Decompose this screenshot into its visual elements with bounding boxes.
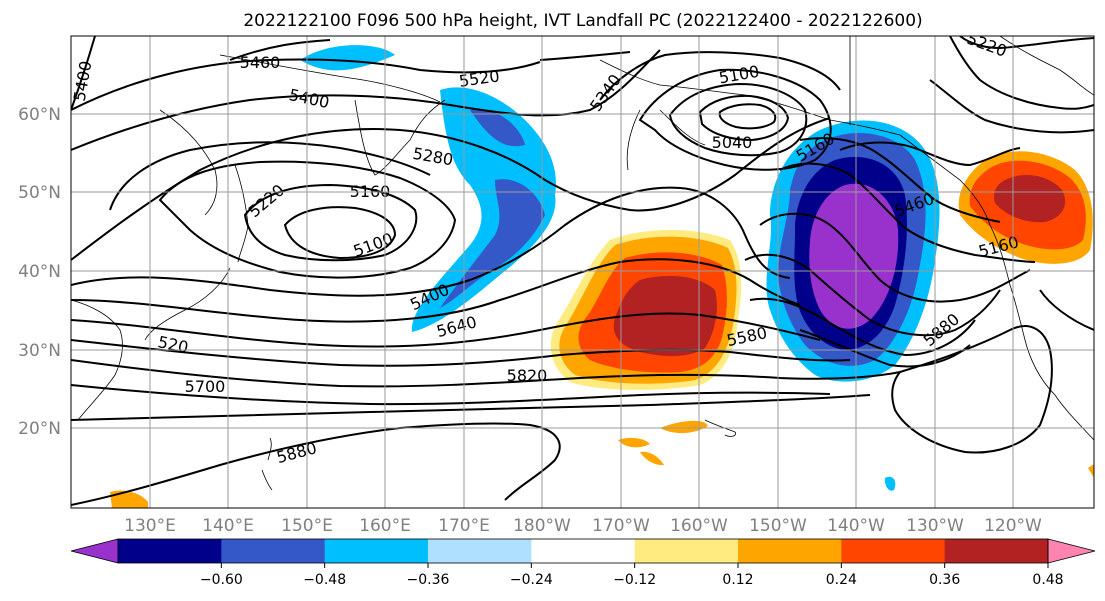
gridlines <box>71 36 1094 508</box>
lon-label: 170°W <box>592 516 650 536</box>
contour-label: 5040 <box>712 133 753 152</box>
lon-label: 130°W <box>906 516 964 536</box>
colorbar-tick-label: −0.48 <box>303 572 346 588</box>
figure-title: 2022122100 F096 500 hPa height, IVT Land… <box>243 11 922 31</box>
lon-label: 150°W <box>749 516 807 536</box>
lat-label: 60°N <box>18 105 61 125</box>
colorbar-tick-label: 0.36 <box>929 572 960 588</box>
lon-label: 150°E <box>281 516 333 536</box>
map-panel: 5400 5460 5520 5340 5100 5220 5400 5280 … <box>70 35 1095 509</box>
lat-label: 30°N <box>18 341 61 361</box>
lon-label: 160°E <box>359 516 411 536</box>
height-contours <box>71 36 1094 506</box>
contour-label: 5820 <box>507 366 548 385</box>
lon-label: 130°E <box>124 516 176 536</box>
longitude-labels: 130°E 140°E 150°E 160°E 170°E 180°W 170°… <box>124 516 1042 536</box>
colorbar-segment <box>118 539 222 563</box>
lat-label: 50°N <box>18 183 61 203</box>
colorbar-extend-min <box>70 538 119 564</box>
lon-label: 120°W <box>984 516 1042 536</box>
colorbar: −0.60 −0.48 −0.36 −0.24 −0.12 0.12 0.24 0.36 0.4… <box>70 538 1096 588</box>
latitude-labels: 60°N 50°N 40°N 30°N 20°N <box>18 105 61 439</box>
colorbar-segment <box>738 539 842 563</box>
lon-label: 170°E <box>438 516 490 536</box>
colorbar-tick-label: −0.60 <box>200 572 243 588</box>
colorbar-segment <box>221 539 326 563</box>
colorbar-segment <box>841 539 946 563</box>
colorbar-segment <box>634 539 739 563</box>
contour-label: 5700 <box>185 377 226 396</box>
colorbar-tick-label: 0.48 <box>1032 572 1063 588</box>
lon-label: 160°W <box>670 516 728 536</box>
colorbar-extend-max <box>1047 538 1096 564</box>
colorbar-segment <box>944 539 1049 563</box>
lon-label: 180°W <box>513 516 571 536</box>
map-frame <box>70 35 1095 509</box>
lon-label: 140°W <box>827 516 885 536</box>
colorbar-segment <box>428 539 532 563</box>
colorbar-frame <box>117 538 1049 564</box>
colorbar-tick-label: −0.24 <box>510 572 553 588</box>
colorbar-tick-label: 0.24 <box>826 572 857 588</box>
colorbar-tick-label: −0.36 <box>407 572 450 588</box>
colorbar-segment <box>531 539 636 563</box>
colorbar-tick-label: 0.12 <box>722 572 753 588</box>
lat-label: 40°N <box>18 262 61 282</box>
colorbar-tick-label: −0.12 <box>613 572 656 588</box>
lat-label: 20°N <box>18 419 61 439</box>
contour-label: 5460 <box>240 53 281 72</box>
colorbar-segments <box>70 538 1096 564</box>
colorbar-segment <box>324 539 429 563</box>
colorbar-tick-labels: −0.60 −0.48 −0.36 −0.24 −0.12 0.12 0.24 0.36 0.4… <box>200 563 1064 588</box>
lon-label: 140°E <box>202 516 254 536</box>
